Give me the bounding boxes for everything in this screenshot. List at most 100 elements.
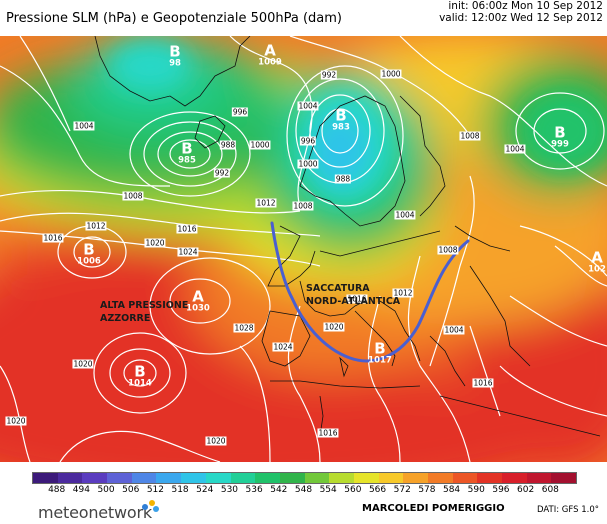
isobar-label: 1008 [437, 245, 459, 255]
isobar-label: 992 [320, 70, 338, 80]
trough-line [270, 221, 470, 363]
colorbar-swatch [378, 473, 404, 483]
colorbar-swatch [156, 473, 182, 483]
colorbar-tick: 590 [467, 485, 485, 495]
colorbar-swatch [255, 473, 280, 483]
high-pressure-center: A 102 [588, 248, 606, 275]
isobar-label: 1004 [73, 121, 95, 131]
isobar-label: 988 [219, 140, 237, 150]
colorbar-tick: 506 [122, 485, 140, 495]
colorbar-tick: 542 [270, 485, 288, 495]
geopotential-field [0, 36, 607, 462]
colorbar-tick: 602 [517, 485, 535, 495]
isobar-label: 1016 [346, 294, 368, 304]
colorbar-tick: 566 [368, 485, 387, 495]
low-pressure-center: B 983 [332, 106, 350, 133]
colorbar-tick: 578 [418, 485, 436, 495]
isobar-label: 1016 [176, 224, 198, 234]
isobar-label: 1012 [85, 221, 107, 231]
low-pressure-center: B 985 [178, 139, 196, 166]
isobar-label: 1008 [292, 201, 314, 211]
isobar-label: 1004 [297, 101, 319, 111]
colorbar-swatch [82, 473, 108, 483]
valid-time: valid: 12:00z Wed 12 Sep 2012 [439, 12, 603, 24]
low-pressure-center: B 98 [169, 42, 181, 69]
colorbar-tick: 512 [146, 485, 164, 495]
colorbar-swatch [33, 473, 58, 483]
data-source: DATI: GFS 1.0° [536, 505, 599, 515]
isobar-label: 1004 [443, 325, 465, 335]
run-info: init: 06:00z Mon 10 Sep 2012 valid: 12:0… [439, 0, 603, 24]
trough-annotation: SACCATURA NORD-ATLANTICA [306, 283, 401, 307]
colorbar-tick: 488 [48, 485, 66, 495]
isobar-label: 996 [299, 136, 317, 146]
isobar-label: 1004 [504, 144, 526, 154]
colorbar-tick: 560 [344, 485, 362, 495]
azores-high-annotation: ALTA PRESSIONE AZZORRE [100, 300, 189, 324]
colorbar-tick: 548 [294, 485, 313, 495]
coastlines [94, 36, 601, 437]
high-pressure-center: A 1009 [258, 41, 282, 68]
colorbar-tick: 608 [541, 485, 559, 495]
isobar-label: 1020 [144, 238, 166, 248]
colorbar-swatch [205, 473, 231, 483]
high-pressure-center: A 1030 [186, 287, 210, 314]
meteonetwork-logo: meteonetwork [38, 503, 152, 522]
colorbar-swatch [131, 473, 157, 483]
geopotential-colorbar [32, 472, 577, 484]
colorbar-swatch [181, 473, 206, 483]
isobar-label: 988 [334, 174, 352, 184]
colorbar-swatch [477, 473, 503, 483]
colorbar-swatch [107, 473, 132, 483]
isobar-label: 1020 [323, 322, 345, 332]
isobar-label: 992 [213, 168, 231, 178]
colorbar-tick: 518 [171, 485, 189, 495]
isobar-label: 1012 [255, 198, 277, 208]
colorbar-tick: 536 [245, 485, 263, 495]
isobar-label: 1012 [392, 288, 414, 298]
isobar-label: 1024 [272, 342, 294, 352]
colorbar-swatch [551, 473, 577, 483]
colorbar-swatch [353, 473, 379, 483]
isobar-label: 1016 [317, 428, 339, 438]
map-title: Pressione SLM (hPa) e Geopotenziale 500h… [6, 11, 343, 26]
isobar-label: 1000 [380, 69, 402, 79]
colorbar-tick: 584 [442, 485, 461, 495]
isobar-label: 996 [231, 107, 249, 117]
logo-dots-icon [142, 500, 162, 512]
colorbar-tick: 596 [492, 485, 510, 495]
colorbar-tick: 500 [97, 485, 115, 495]
weather-map: B 98 A 1009 B 985 B 983 B 999 B 1006 A 1030 B 10… [0, 36, 607, 462]
map-canvas [0, 36, 607, 462]
colorbar-swatch [329, 473, 354, 483]
colorbar-swatch [304, 473, 330, 483]
colorbar-swatch [279, 473, 305, 483]
colorbar-tick: 530 [220, 485, 239, 495]
isobar-label: 1016 [42, 233, 64, 243]
low-pressure-center: B 999 [551, 123, 569, 150]
low-pressure-center: B 1014 [128, 362, 152, 389]
isobar-label: 1008 [459, 131, 481, 141]
colorbar-swatch [428, 473, 453, 483]
forecast-label: MARCOLEDI POMERIGGIO [362, 503, 505, 514]
colorbar-swatch [526, 473, 552, 483]
isobar-label: 1028 [233, 323, 255, 333]
colorbar-tick: 524 [196, 485, 214, 495]
init-time: init: 06:00z Mon 10 Sep 2012 [448, 0, 603, 12]
isobar-label: 1020 [205, 436, 227, 446]
isobar-label: 1020 [72, 359, 94, 369]
colorbar-swatch [502, 473, 527, 483]
colorbar-tick: 572 [393, 485, 411, 495]
low-pressure-center: B 1006 [77, 240, 101, 267]
colorbar-tick-labels: 488 494 500 506 512 518 524 530 536 542 548 554 560 5… [32, 485, 575, 497]
isobar-label: 1024 [177, 247, 199, 257]
colorbar-swatch [230, 473, 256, 483]
colorbar-swatch [403, 473, 428, 483]
isobar-label: 1020 [5, 416, 27, 426]
low-pressure-center: B 1017 [368, 339, 392, 366]
colorbar-swatch [57, 473, 83, 483]
colorbar-tick: 494 [72, 485, 90, 495]
isobar-label: 1000 [297, 159, 319, 169]
isobar-label: 1008 [122, 191, 144, 201]
colorbar-tick: 554 [319, 485, 337, 495]
